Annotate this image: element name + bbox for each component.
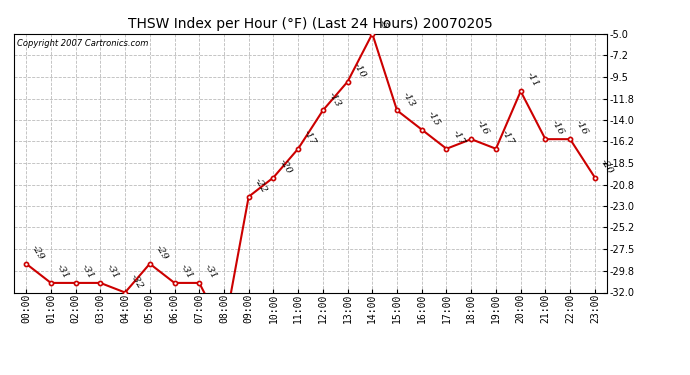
Text: -17: -17	[500, 129, 515, 147]
Text: -31: -31	[204, 262, 219, 281]
Text: -31: -31	[55, 262, 70, 281]
Text: -16: -16	[475, 119, 491, 137]
Text: -5: -5	[377, 19, 389, 32]
Text: -13: -13	[401, 90, 417, 108]
Title: THSW Index per Hour (°F) (Last 24 Hours) 20070205: THSW Index per Hour (°F) (Last 24 Hours)…	[128, 17, 493, 31]
Text: -11: -11	[525, 71, 540, 89]
Text: -20: -20	[599, 157, 615, 176]
Text: -15: -15	[426, 109, 442, 128]
Text: -31: -31	[179, 262, 195, 281]
Text: -10: -10	[352, 62, 367, 80]
Text: -29: -29	[30, 243, 46, 262]
Text: -32: -32	[129, 272, 145, 290]
Text: -17: -17	[302, 129, 318, 147]
Text: -36: -36	[0, 374, 1, 375]
Text: -31: -31	[80, 262, 95, 281]
Text: -29: -29	[154, 243, 170, 262]
Text: -31: -31	[104, 262, 120, 281]
Text: -20: -20	[277, 157, 293, 176]
Text: -22: -22	[253, 176, 268, 195]
Text: -16: -16	[574, 119, 590, 137]
Text: Copyright 2007 Cartronics.com: Copyright 2007 Cartronics.com	[17, 39, 148, 48]
Text: -16: -16	[549, 119, 565, 137]
Text: -17: -17	[451, 129, 466, 147]
Text: -13: -13	[327, 90, 343, 108]
